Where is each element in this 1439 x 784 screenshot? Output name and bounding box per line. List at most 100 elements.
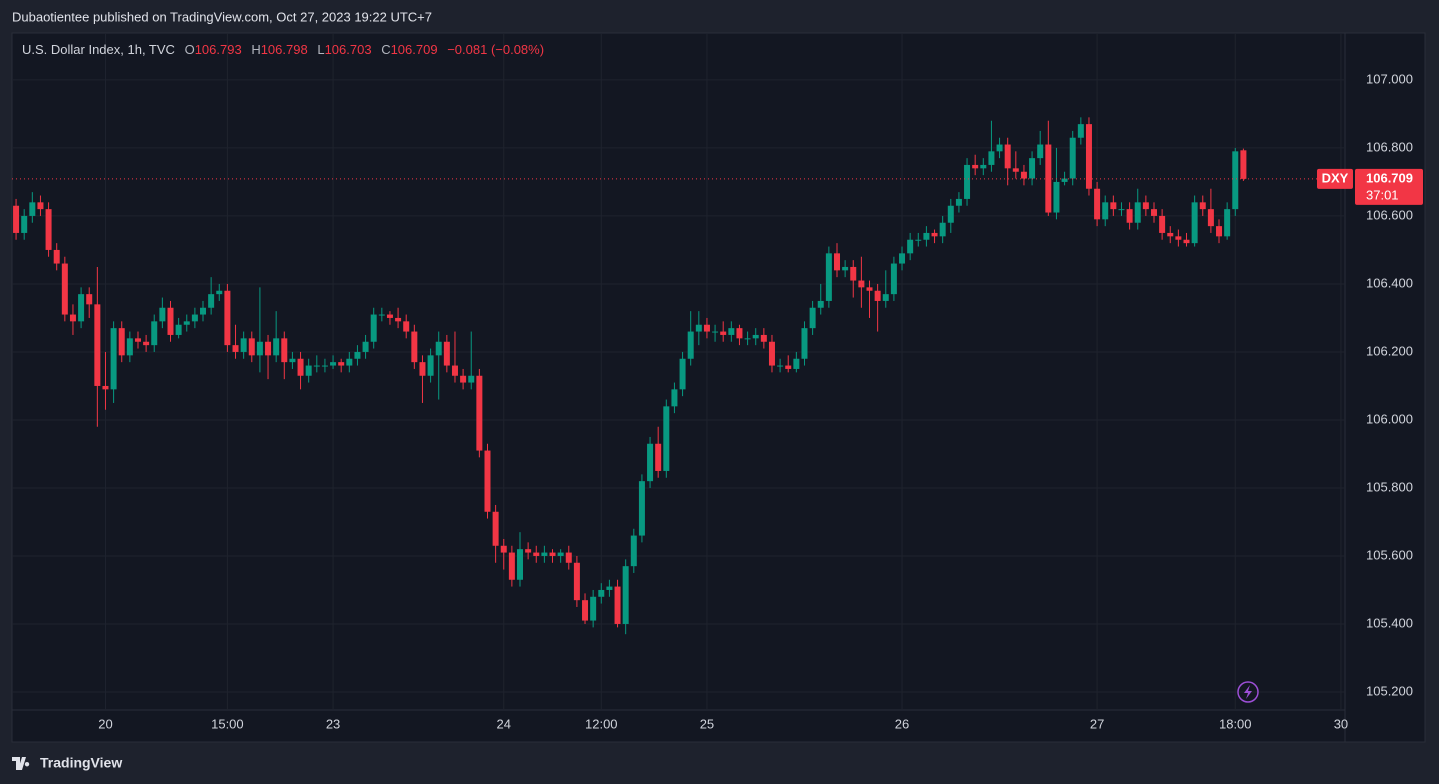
y-tick-label: 106.400 <box>1366 275 1413 290</box>
candle-body <box>671 389 678 407</box>
y-tick-label: 105.400 <box>1366 615 1413 630</box>
candle-body <box>980 164 987 169</box>
x-tick-label: 12:00 <box>585 716 618 731</box>
candle-body <box>866 287 873 291</box>
candle-body <box>1061 178 1068 182</box>
legend-open-label: O <box>185 42 195 57</box>
candle-body <box>297 358 304 376</box>
candle-body <box>655 443 662 471</box>
candle-body <box>1102 202 1109 220</box>
candle-body <box>45 209 52 250</box>
candle-body <box>752 334 759 339</box>
x-tick-label: 25 <box>700 716 714 731</box>
candle-body <box>557 552 564 556</box>
candle-body <box>435 341 442 356</box>
candle-body <box>492 511 499 546</box>
candle-body <box>69 314 76 322</box>
logo-mark[interactable] <box>12 757 30 770</box>
candle-body <box>972 164 979 169</box>
x-tick-label: 15:00 <box>211 716 244 731</box>
candle-body <box>338 362 345 366</box>
candle-body <box>110 328 117 390</box>
symbol-title: U.S. Dollar Index, 1h, TVC <box>22 42 175 57</box>
candle-body <box>240 338 247 352</box>
lightning-icon[interactable] <box>1237 681 1259 703</box>
candle-body <box>582 600 589 621</box>
candle-body <box>346 358 353 366</box>
candle-body <box>1175 236 1182 240</box>
candle-body <box>565 552 572 563</box>
candle-body <box>1224 209 1231 237</box>
candle-body <box>313 365 320 367</box>
candle-body <box>614 586 621 624</box>
candle-body <box>517 549 524 580</box>
icon-ring[interactable] <box>1237 681 1259 703</box>
candle-body <box>476 375 483 451</box>
x-tick-label: 27 <box>1090 716 1104 731</box>
brand[interactable]: TradingView <box>40 755 122 771</box>
candle-body <box>1159 215 1166 233</box>
x-tick-label: 23 <box>326 716 340 731</box>
candle-body <box>484 450 491 512</box>
candle-body <box>102 385 109 390</box>
candle-body <box>362 341 369 352</box>
y-tick-label: 106.200 <box>1366 343 1413 358</box>
candle-body <box>996 144 1003 152</box>
candle-body <box>533 552 540 556</box>
candle-body <box>768 341 775 366</box>
candle-body <box>1232 151 1239 210</box>
legend-low-label: L <box>317 42 324 57</box>
candle-body <box>760 334 767 342</box>
candle-body <box>647 443 654 482</box>
candle-body <box>606 586 613 590</box>
candle-body <box>1077 124 1084 138</box>
candle-body <box>53 249 60 264</box>
candle-body <box>703 324 710 332</box>
candle-body <box>256 341 263 356</box>
y-tick-label: 106.600 <box>1366 207 1413 222</box>
candle-body <box>451 365 458 376</box>
candle-body <box>167 307 174 335</box>
candle-body <box>191 314 198 322</box>
candle-body <box>663 406 670 471</box>
candle-body <box>305 365 312 376</box>
candle-body <box>200 307 207 315</box>
candle-body <box>61 263 68 315</box>
candle-body <box>1207 209 1214 227</box>
candle-body <box>1085 124 1092 189</box>
candle-body <box>265 341 272 356</box>
countdown-text: 37:01 <box>1366 187 1399 202</box>
candle-body <box>630 535 637 567</box>
x-tick-label: 20 <box>98 716 112 731</box>
candle-body <box>1069 137 1076 179</box>
candle-body <box>208 294 215 308</box>
candle-body <box>378 314 385 316</box>
candle-body <box>809 307 816 329</box>
candle-body <box>687 331 694 359</box>
candle-body <box>695 324 702 332</box>
candle-body <box>988 151 995 165</box>
candle-body <box>939 222 946 237</box>
candle-body <box>882 294 889 301</box>
candle-body <box>1037 144 1044 159</box>
candle-body <box>1029 158 1036 179</box>
candle-body <box>638 481 645 536</box>
candle-body <box>321 365 328 367</box>
candle-body <box>1126 209 1133 223</box>
candle-body <box>801 328 808 359</box>
candle-body <box>1240 150 1247 179</box>
y-tick-label: 106.000 <box>1366 411 1413 426</box>
icon-bolt[interactable] <box>1244 685 1252 699</box>
overlay: DXY 106.709 37:01 <box>12 168 1423 205</box>
y-tick-label: 105.200 <box>1366 683 1413 698</box>
footer-logo[interactable]: TradingView <box>12 755 122 771</box>
candle-body <box>232 345 239 352</box>
candle-body <box>386 314 393 318</box>
candle-body <box>460 375 467 383</box>
candle-body <box>947 205 954 223</box>
candle-body <box>1053 181 1060 213</box>
candle-body <box>793 358 800 369</box>
candle-body <box>427 355 434 376</box>
candle-body <box>175 324 182 335</box>
